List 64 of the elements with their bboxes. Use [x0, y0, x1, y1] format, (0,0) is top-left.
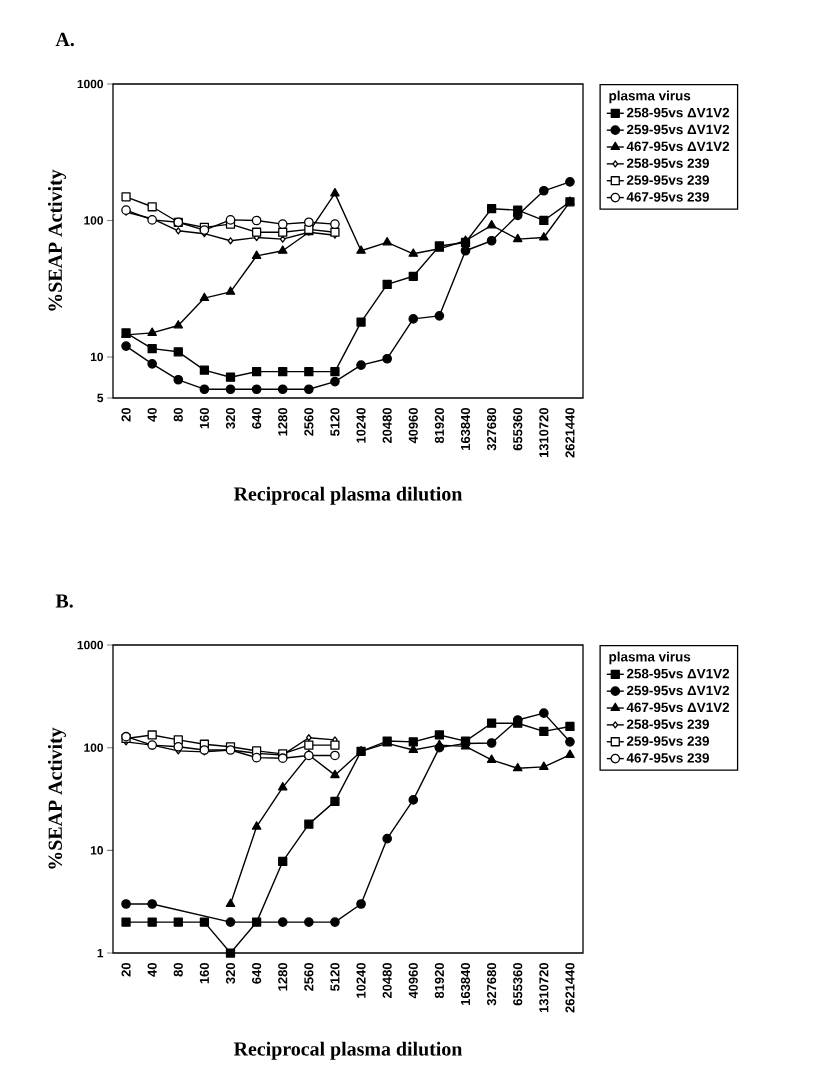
- chart-title: B.: [55, 594, 73, 608]
- legend-label: 467-95vs ΔV1V2: [626, 702, 730, 713]
- legend-title: plasma virus: [609, 651, 691, 665]
- x-tick-label: 160: [199, 408, 209, 429]
- legend-label: 258-95vs 239: [626, 719, 709, 729]
- x-tick-label: 163840: [460, 408, 471, 450]
- x-tick-label: 10240: [356, 408, 366, 443]
- chart-title: A.: [55, 32, 74, 47]
- y-tick-label: 1000: [77, 79, 103, 89]
- legend-label: 258-95vs 239: [626, 158, 709, 168]
- y-tick-label: 1: [97, 948, 104, 958]
- x-tick-label: 40: [147, 408, 157, 422]
- x-tick-label: 640: [252, 408, 262, 429]
- x-tick-label: 80: [173, 408, 183, 422]
- x-tick-label: 40960: [408, 408, 418, 444]
- x-tick-label: 163840: [460, 963, 471, 1005]
- x-tick-label: 1280: [278, 963, 288, 991]
- y-tick-label: 5: [97, 393, 104, 403]
- x-tick-label: 320: [225, 408, 236, 429]
- x-tick-label: 81920: [434, 963, 444, 999]
- y-tick-label: 10: [90, 846, 104, 855]
- x-tick-label: 20480: [382, 408, 392, 444]
- x-tick-label: 20: [121, 963, 131, 977]
- x-tick-label: 20480: [382, 963, 392, 999]
- y-tick-label: 100: [84, 743, 104, 752]
- x-tick-label: 2621440: [565, 963, 575, 1013]
- legend-label: 259-95vs 239: [626, 736, 709, 746]
- legend-label: 467-95vs 239: [626, 192, 709, 202]
- x-tick-label: 20: [121, 408, 131, 422]
- legend-label: 259-95vs ΔV1V2: [626, 685, 730, 696]
- x-tick-label: 327680: [487, 963, 497, 1006]
- x-tick-label: 40: [147, 963, 157, 977]
- x-tick-label: 327680: [487, 408, 497, 451]
- legend-label: 467-95vs ΔV1V2: [626, 141, 730, 152]
- legend-label: 467-95vs 239: [626, 753, 709, 763]
- x-axis-title: Reciprocal plasma dilution: [233, 486, 463, 505]
- y-axis-title: %SEAP Activity: [47, 169, 67, 311]
- x-axis-title: Reciprocal plasma dilution: [233, 1041, 463, 1060]
- x-tick-label: 1310720: [539, 963, 549, 1013]
- x-tick-label: 5120: [330, 963, 340, 991]
- x-tick-label: 320: [225, 963, 236, 984]
- x-tick-label: 10240: [356, 963, 366, 998]
- legend-title: plasma virus: [609, 90, 691, 104]
- x-tick-label: 655360: [513, 408, 523, 451]
- x-tick-label: 1310720: [539, 408, 549, 458]
- y-axis-title: %SEAP Activity: [47, 727, 67, 869]
- y-tick-label: 1000: [77, 640, 103, 650]
- x-tick-label: 80: [173, 963, 183, 977]
- legend-label: 258-95vs ΔV1V2: [626, 107, 730, 118]
- x-tick-label: 2560: [304, 963, 314, 991]
- legend-label: 259-95vs 239: [626, 175, 709, 185]
- x-tick-label: 5120: [330, 408, 340, 436]
- legend-label: 258-95vs ΔV1V2: [626, 668, 730, 679]
- x-tick-label: 2560: [304, 408, 314, 436]
- y-tick-label: 100: [84, 216, 104, 225]
- x-tick-label: 160: [199, 963, 209, 984]
- legend-label: 259-95vs ΔV1V2: [626, 124, 730, 135]
- y-tick-label: 10: [90, 352, 104, 362]
- x-tick-label: 655360: [513, 963, 523, 1006]
- x-tick-label: 1280: [278, 408, 288, 436]
- x-tick-label: 2621440: [565, 408, 575, 458]
- x-tick-label: 40960: [408, 963, 418, 999]
- x-tick-label: 640: [252, 963, 262, 984]
- x-tick-label: 81920: [434, 408, 444, 444]
